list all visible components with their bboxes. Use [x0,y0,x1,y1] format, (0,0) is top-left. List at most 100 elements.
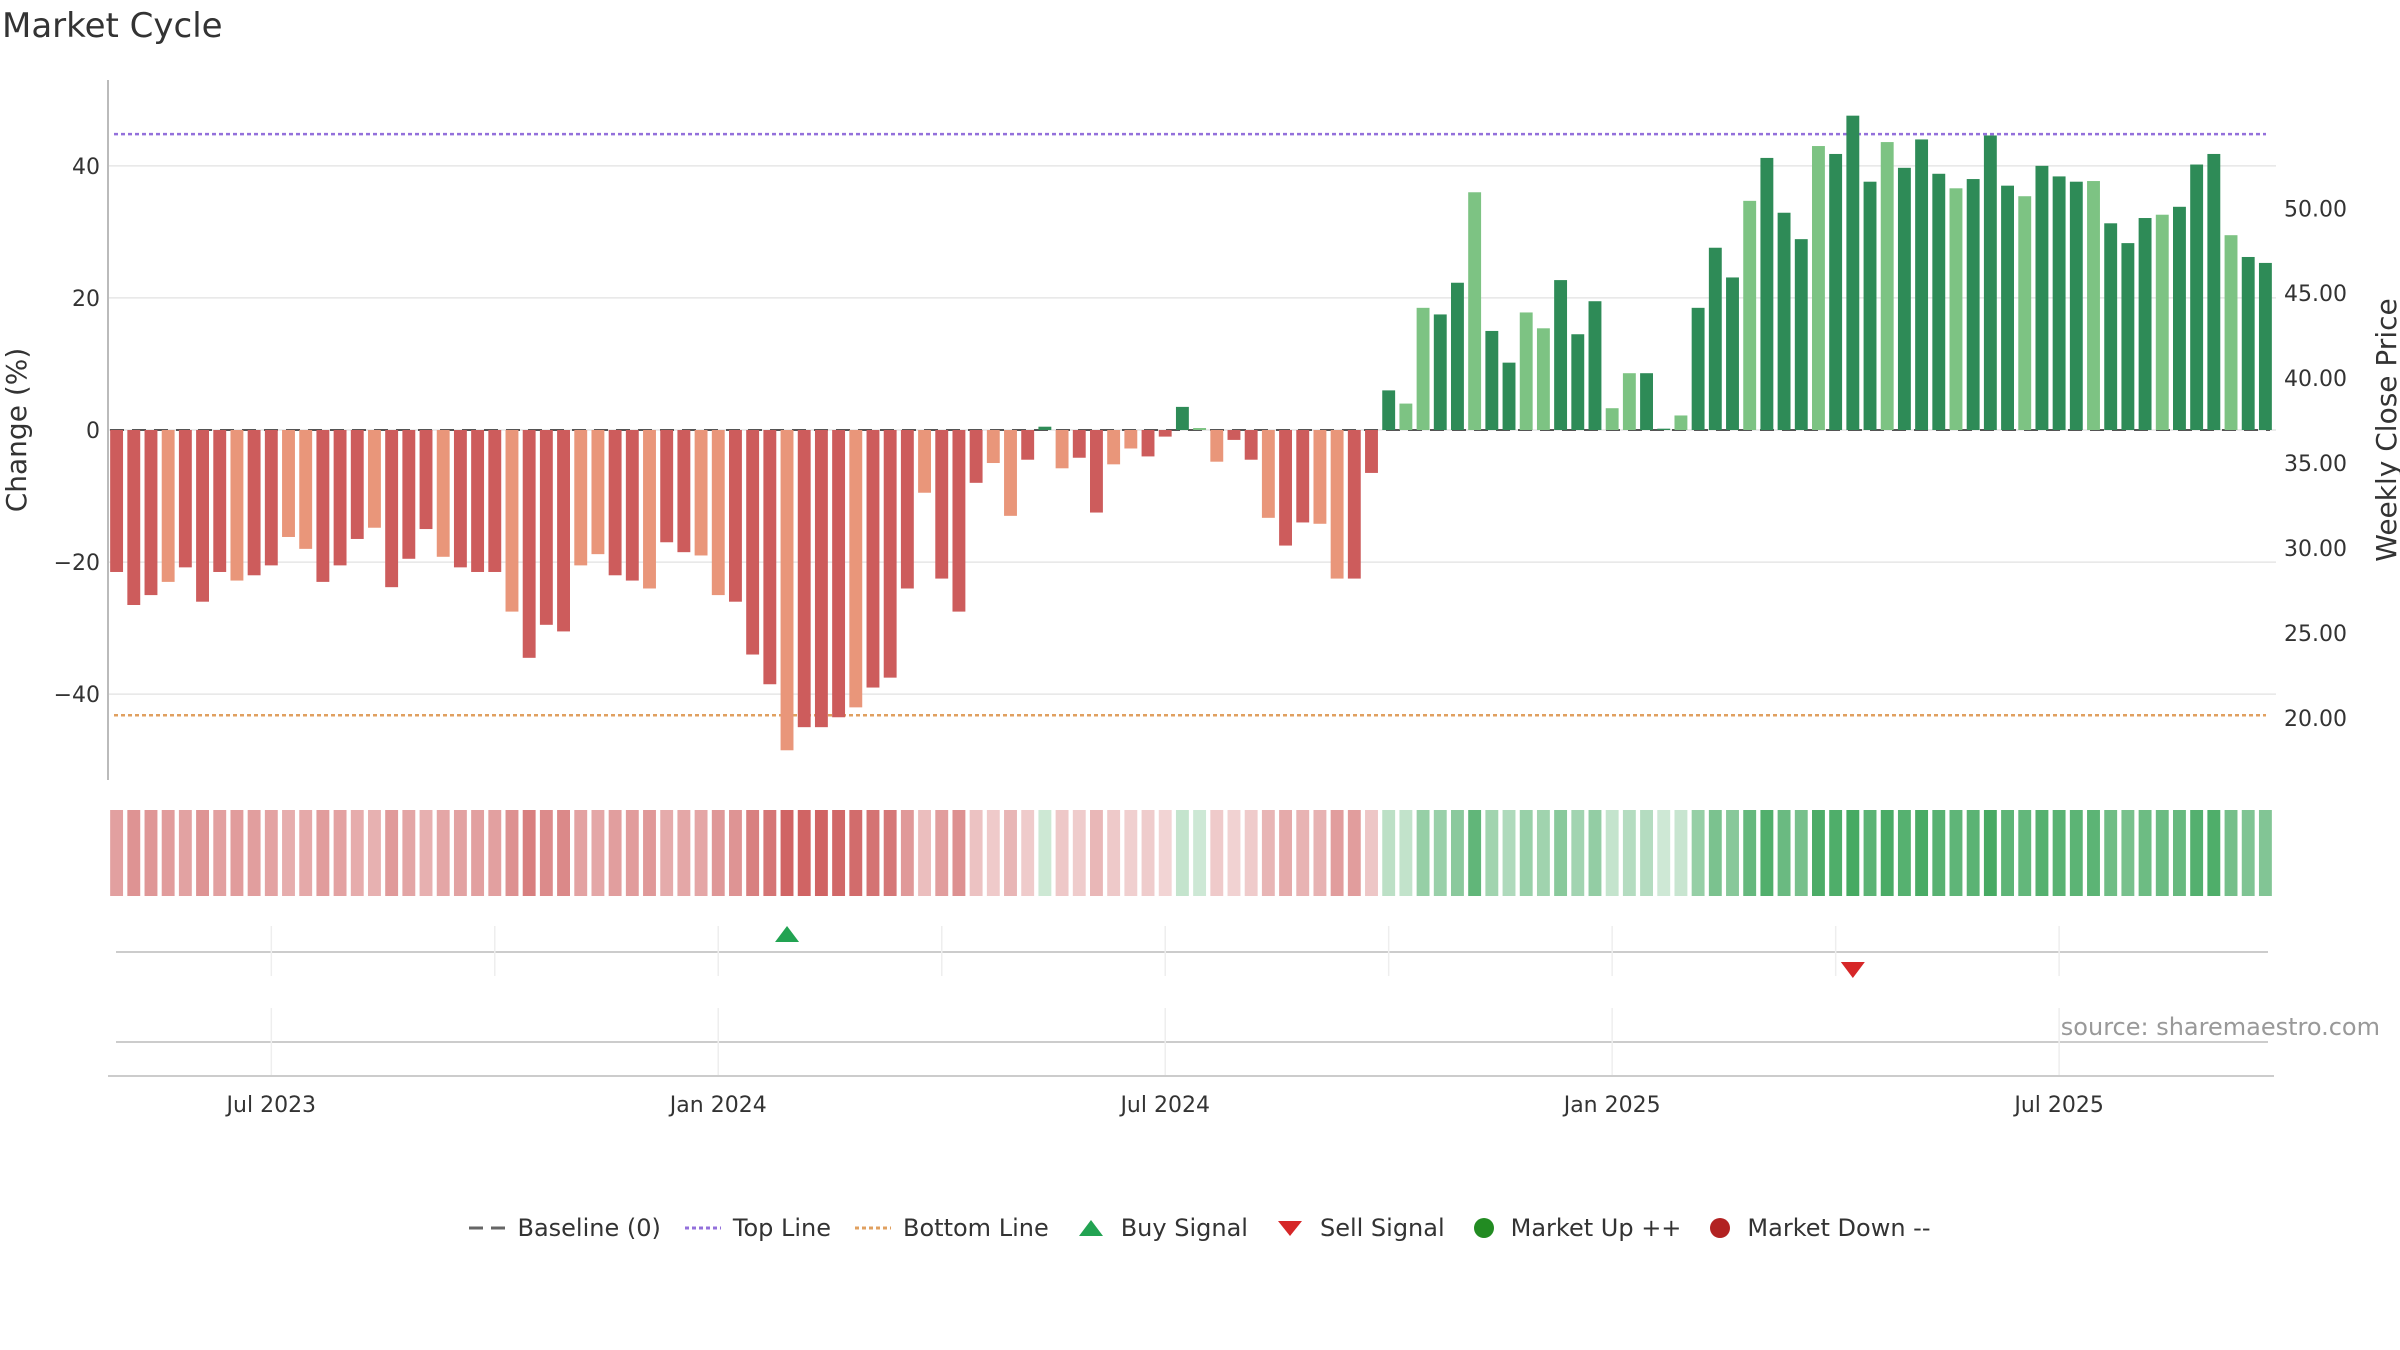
change-bar[interactable] [763,430,777,685]
change-bar[interactable] [1038,426,1052,430]
legend-top-line[interactable]: Top Line [684,1214,831,1242]
change-bar[interactable] [110,430,124,572]
change-bar[interactable] [1244,430,1258,460]
change-bar[interactable] [1227,430,1241,440]
change-bar[interactable] [1554,280,1568,430]
change-bar[interactable] [127,430,141,605]
change-bar[interactable] [1674,415,1688,430]
change-bar[interactable] [1726,277,1739,430]
change-bar[interactable] [436,430,450,557]
change-bar[interactable] [883,430,897,678]
sell-signal-marker[interactable] [1840,962,1865,978]
change-bar[interactable] [453,430,467,568]
change-bar[interactable] [608,430,622,576]
change-bar[interactable] [1072,430,1086,458]
change-bar[interactable] [1347,430,1361,579]
change-bar[interactable] [1605,408,1619,430]
change-bar[interactable] [1124,430,1138,449]
change-bar[interactable] [1949,188,1963,430]
change-bar[interactable] [161,430,175,582]
change-bar[interactable] [1279,430,1292,546]
legend-market-down[interactable]: Market Down -- [1705,1214,1931,1242]
change-bar[interactable] [1743,200,1757,430]
change-bar[interactable] [1090,430,1103,513]
change-bar[interactable] [230,430,244,581]
change-bar[interactable] [2035,165,2049,430]
change-bar[interactable] [625,430,639,581]
change-bar[interactable] [746,430,760,655]
change-bar[interactable] [1691,307,1705,430]
change-bar[interactable] [1863,181,1877,430]
change-bar[interactable] [694,430,708,556]
change-bar[interactable] [316,430,330,582]
change-bar[interactable] [2190,164,2204,430]
change-bar[interactable] [1502,362,1516,430]
change-bar[interactable] [1365,430,1378,473]
legend-sell-signal[interactable]: Sell Signal [1272,1214,1445,1242]
change-bar[interactable] [1983,135,1997,431]
change-bar[interactable] [797,430,811,728]
change-bar[interactable] [2241,256,2255,430]
change-bar[interactable] [1915,139,1929,430]
change-bar[interactable] [660,430,674,543]
change-bar[interactable] [1158,430,1172,437]
change-bar[interactable] [1175,406,1189,430]
change-bar[interactable] [2207,153,2221,430]
change-bar[interactable] [213,430,227,572]
change-bar[interactable] [1313,430,1327,524]
change-bar[interactable] [1296,430,1310,523]
change-bar[interactable] [2258,262,2272,430]
change-bar[interactable] [1588,301,1602,430]
change-bar[interactable] [1141,430,1155,457]
change-bar[interactable] [402,430,416,559]
change-bar[interactable] [1794,239,1808,430]
change-bar[interactable] [471,430,485,572]
change-bar[interactable] [814,430,828,728]
change-bar[interactable] [1622,373,1636,430]
change-bar[interactable] [539,430,553,625]
change-bar[interactable] [1416,307,1430,430]
change-bar[interactable] [677,430,691,553]
change-bar[interactable] [1880,142,1894,430]
change-bar[interactable] [1829,153,1843,430]
change-bar[interactable] [1812,146,1825,431]
change-bar[interactable] [505,430,519,612]
change-bar[interactable] [1708,247,1722,430]
change-bar[interactable] [247,430,261,576]
legend-bottom-line[interactable]: Bottom Line [855,1214,1049,1242]
change-bar[interactable] [849,430,863,708]
change-bar[interactable] [2104,223,2118,430]
change-bar[interactable] [1760,157,1774,430]
change-bar[interactable] [1777,212,1791,430]
change-bar[interactable] [918,430,931,493]
change-bar[interactable] [1519,312,1533,430]
change-bar[interactable] [2121,243,2135,430]
change-bar[interactable] [196,430,209,602]
change-bar[interactable] [299,430,313,549]
change-bar[interactable] [1261,430,1275,518]
change-bar[interactable] [350,430,364,539]
change-bar[interactable] [1107,430,1121,465]
change-bar[interactable] [1897,167,1911,430]
change-bar[interactable] [1932,173,1946,430]
change-bar[interactable] [643,430,656,589]
change-bar[interactable] [557,430,570,632]
change-bar[interactable] [1468,192,1482,430]
change-bar[interactable] [282,430,295,537]
change-bar[interactable] [1004,430,1017,516]
change-bar[interactable] [1210,430,1224,462]
change-bar[interactable] [1966,179,1980,430]
change-bar[interactable] [866,430,880,688]
change-bar[interactable] [1536,328,1550,430]
legend-market-up[interactable]: Market Up ++ [1469,1214,1681,1242]
change-bar[interactable] [2018,196,2032,430]
change-bar[interactable] [264,430,278,566]
change-bar[interactable] [2155,214,2169,430]
change-bar[interactable] [1055,430,1069,469]
change-bar[interactable] [780,430,794,751]
change-bar[interactable] [935,430,949,579]
change-bar[interactable] [1193,428,1207,430]
change-bar[interactable] [368,430,381,528]
change-bar[interactable] [333,430,347,566]
change-bar[interactable] [711,430,725,596]
